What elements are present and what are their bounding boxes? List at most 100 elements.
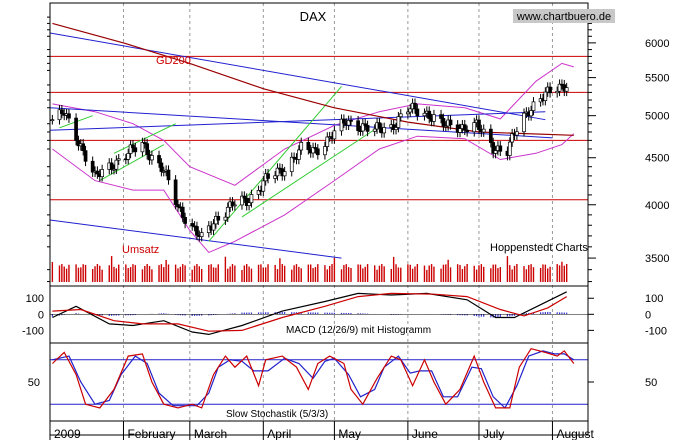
price-tick-label: 6000 (645, 38, 669, 50)
candle-body (190, 223, 195, 227)
candle-body (142, 142, 147, 145)
candle-body (557, 83, 562, 92)
candle-body (493, 150, 498, 154)
macd-tick-label-right: -100 (645, 325, 667, 337)
candle-body (289, 156, 294, 172)
candle-body (157, 155, 161, 164)
candle-body (297, 149, 301, 160)
candle-body (306, 142, 311, 151)
candle-body (140, 142, 145, 153)
macd-tick-label-left: 0 (38, 309, 44, 321)
month-label: March (194, 427, 227, 440)
candle-body (128, 144, 133, 154)
candle-body (462, 124, 467, 131)
candle-body (176, 204, 180, 208)
candle-body (522, 112, 526, 133)
candle-body (244, 197, 249, 206)
candle-body (145, 143, 150, 155)
candle-body (240, 195, 244, 206)
macd-tick-label-left: 100 (26, 293, 44, 305)
candle-body (180, 206, 185, 218)
trend-line (49, 111, 546, 131)
candle-body (422, 112, 427, 117)
candle-body (498, 145, 503, 152)
trend-line (208, 86, 342, 242)
candle-body (529, 110, 533, 117)
candle-body (391, 124, 396, 130)
macd-tick-label-right: 0 (645, 309, 651, 321)
candle-body (448, 119, 453, 126)
candle-body (159, 162, 164, 172)
candle-body (50, 119, 55, 122)
price-tick-label: 3500 (645, 253, 669, 265)
candle-body (83, 150, 88, 162)
candle-body (116, 158, 121, 161)
candle-body (242, 195, 247, 199)
candle-body (225, 206, 230, 218)
candle-body (413, 102, 417, 110)
candle-body (360, 123, 365, 132)
candle-body (166, 169, 171, 181)
bollinger-upper (52, 62, 574, 186)
candle-body (100, 169, 104, 178)
macd-line (52, 291, 567, 336)
candle-body (432, 114, 436, 122)
candle-body (439, 114, 443, 119)
candle-body (247, 202, 251, 206)
stoch-d-line (52, 350, 575, 409)
volume-label: Umsatz (122, 244, 159, 256)
candle-body (372, 128, 377, 132)
candle-body (332, 130, 337, 140)
price-tick-label: 5000 (645, 111, 669, 123)
candle-body (406, 111, 410, 115)
candle-body (195, 226, 199, 236)
candle-body (323, 146, 327, 156)
candle-body (349, 120, 353, 122)
stoch-k-line (51, 348, 575, 409)
candle-body (230, 201, 235, 207)
candle-body (67, 113, 71, 119)
candle-body (394, 127, 398, 130)
candle-body (346, 120, 351, 126)
candle-body (161, 171, 166, 173)
candle-body (256, 190, 261, 195)
candle-body (342, 118, 346, 124)
candle-body (109, 162, 114, 170)
candle-body (441, 118, 446, 127)
candle-body (543, 91, 548, 101)
candle-body (112, 168, 116, 171)
candle-body (233, 204, 237, 207)
candle-body (266, 173, 270, 179)
candle-body (427, 110, 432, 119)
macd-tick-label-left: -100 (22, 325, 44, 337)
candle-body (507, 141, 512, 156)
candle-body (90, 160, 95, 173)
candle-body (81, 143, 86, 152)
candle-body (95, 170, 100, 175)
candle-body (398, 113, 403, 118)
source-label: www.chartbuero.de (516, 11, 611, 23)
month-label: May (338, 427, 361, 440)
candle-body (396, 116, 401, 128)
candle-body (211, 223, 216, 231)
candle-body (223, 216, 228, 221)
month-label: February (127, 427, 175, 440)
candle-body (216, 216, 221, 221)
candle-body (481, 128, 486, 133)
candle-body (126, 153, 131, 160)
bollinger-lower (52, 133, 575, 254)
trend-line (49, 219, 342, 259)
candle-body (555, 90, 560, 94)
trend-line (49, 32, 546, 121)
month-label: August (556, 427, 594, 440)
candle-body (415, 108, 420, 117)
candle-body (261, 180, 266, 192)
trend-line (241, 129, 375, 218)
candle-body (339, 118, 344, 132)
candle-body (365, 125, 370, 132)
ma-label: GD200 (156, 55, 191, 67)
candle-body (76, 140, 81, 147)
price-tick-label: 4500 (645, 153, 669, 165)
